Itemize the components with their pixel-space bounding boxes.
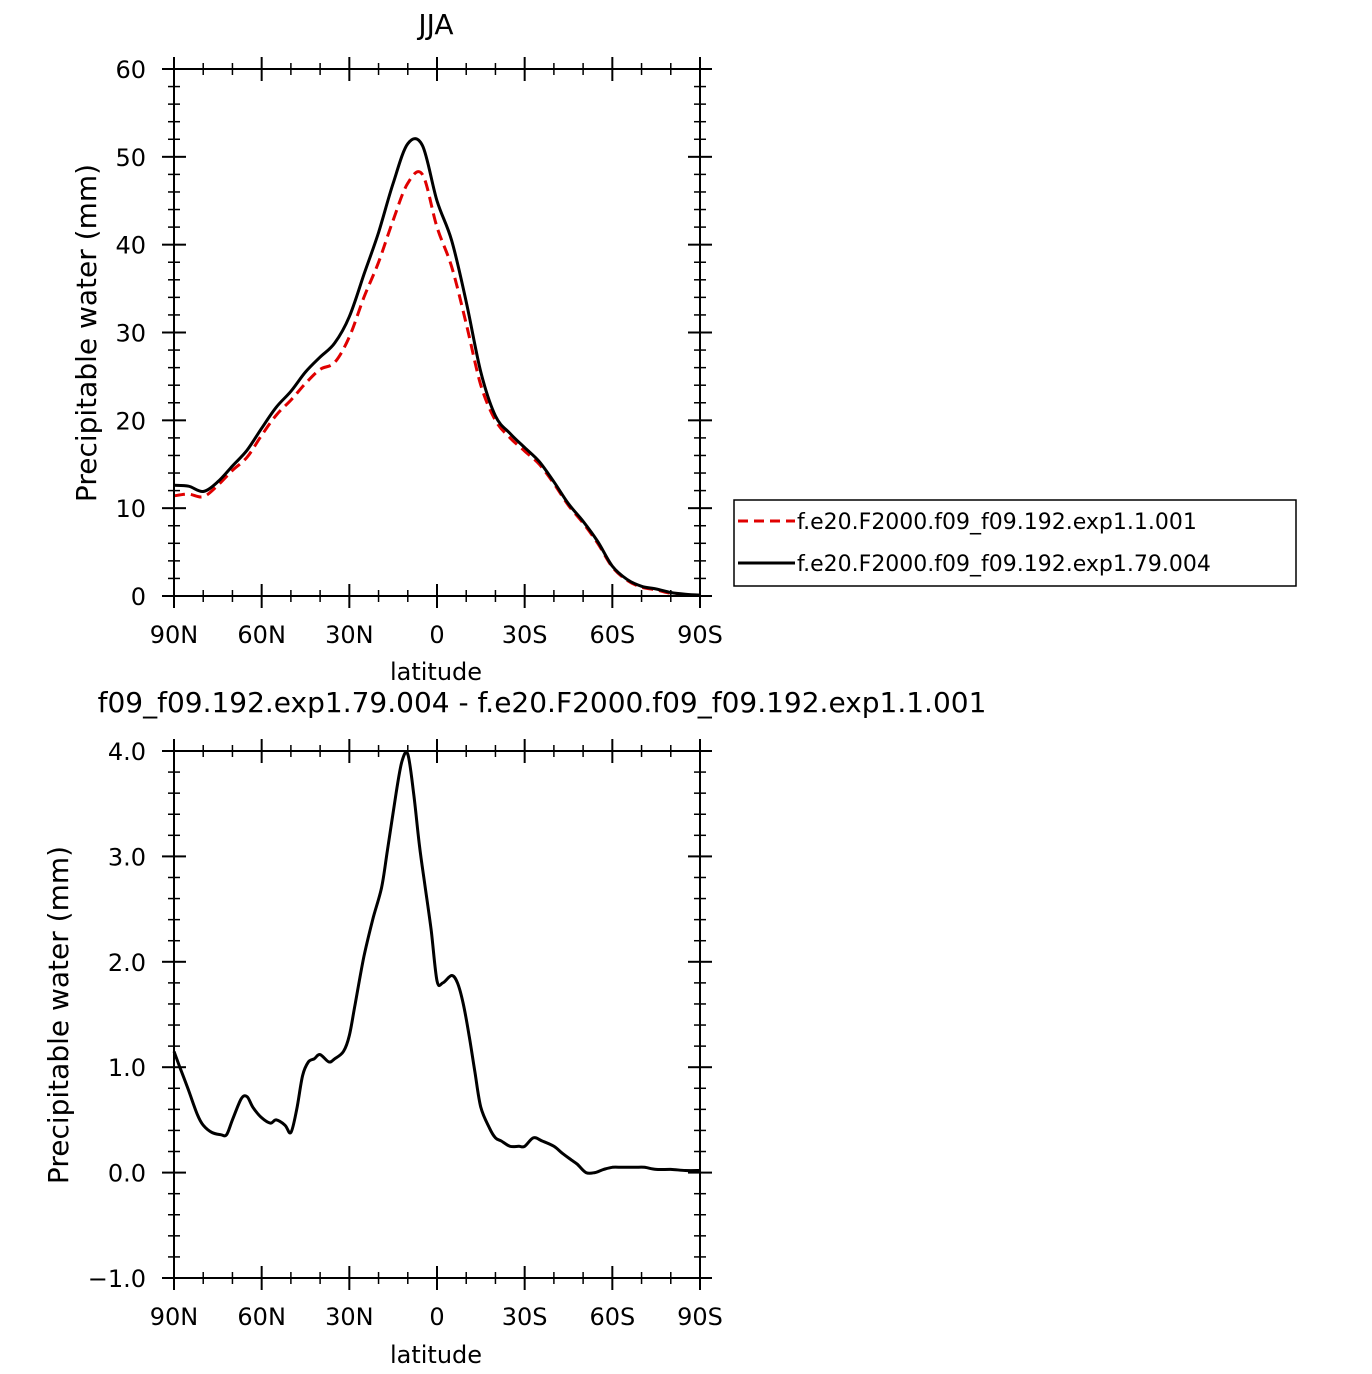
x-tick-label: 0 <box>429 621 444 649</box>
x-tick-label: 30N <box>325 621 374 649</box>
x-tick-label: 60N <box>237 1303 286 1331</box>
chart-top-series-line-2 <box>173 137 701 597</box>
y-tick-label: 4.0 <box>108 738 146 766</box>
legend-label-series-2: f.e20.F2000.f09_f09.192.exp1.79.004 <box>797 552 1211 577</box>
x-tick-label: 60S <box>589 1303 635 1331</box>
chart-bottom: f09_f09.192.exp1.79.004 - f.e20.F2000.f0… <box>42 686 986 1369</box>
y-tick-label: 60 <box>115 56 146 84</box>
y-tick-label: 2.0 <box>108 949 146 977</box>
x-tick-label: 60S <box>589 621 635 649</box>
legend: f.e20.F2000.f09_f09.192.exp1.1.001 f.e20… <box>733 499 1297 587</box>
y-tick-label: 50 <box>115 144 146 172</box>
y-tick-label: 0 <box>131 583 146 611</box>
chart-top-ylabel: Precipitable water (mm) <box>70 164 103 502</box>
chart-bottom-title: f09_f09.192.exp1.79.004 - f.e20.F2000.f0… <box>98 686 987 719</box>
chart-top-title: JJA <box>416 8 453 41</box>
x-tick-label: 0 <box>429 1303 444 1331</box>
x-tick-label: 90N <box>150 1303 199 1331</box>
y-tick-label: 3.0 <box>108 843 146 871</box>
x-tick-label: 90N <box>150 621 199 649</box>
x-tick-label: 90S <box>677 621 723 649</box>
x-tick-label: 90S <box>677 1303 723 1331</box>
x-tick-label: 30N <box>325 1303 374 1331</box>
y-tick-label: 30 <box>115 320 146 348</box>
x-tick-label: 30S <box>502 1303 548 1331</box>
y-tick-label: 20 <box>115 407 146 435</box>
chart-bottom-ticks: 90N 60N 30N 0 30S 60S 90S −1.0 0.0 1.0 2.0 3.0 4.0 <box>88 738 723 1331</box>
chart-top-series-line-1 <box>173 170 701 597</box>
legend-label-series-1: f.e20.F2000.f09_f09.192.exp1.1.001 <box>797 510 1197 535</box>
chart-top-series <box>173 137 701 597</box>
y-tick-label: 10 <box>115 495 146 523</box>
y-tick-label: 1.0 <box>108 1054 146 1082</box>
chart-top-frame <box>173 68 701 597</box>
chart-bottom-frame <box>173 750 701 1279</box>
chart-top: JJA Precipitable water (mm) latitude 90N… <box>70 8 723 686</box>
chart-top-ticks: 90N 60N 30N 0 30S 60S 90S 0 10 20 30 40 50 60 <box>115 56 722 649</box>
legend-box <box>733 499 1297 587</box>
chart-bottom-ylabel: Precipitable water (mm) <box>42 846 75 1184</box>
y-tick-label: 40 <box>115 232 146 260</box>
chart-bottom-xlabel: latitude <box>390 1341 482 1369</box>
x-tick-label: 60N <box>237 621 286 649</box>
chart-bottom-series-line-1 <box>172 750 701 1175</box>
chart-top-xlabel: latitude <box>390 658 482 686</box>
y-tick-label: 0.0 <box>108 1160 146 1188</box>
chart-bottom-series <box>172 750 701 1175</box>
x-tick-label: 30S <box>502 621 548 649</box>
y-tick-label: −1.0 <box>88 1265 146 1293</box>
